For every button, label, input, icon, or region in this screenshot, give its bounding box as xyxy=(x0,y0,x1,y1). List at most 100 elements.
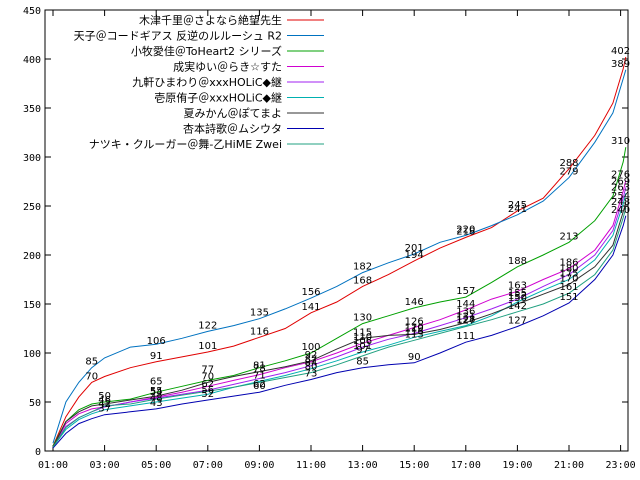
data-label: 180 xyxy=(559,264,578,275)
data-label: 101 xyxy=(198,341,217,352)
data-label: 142 xyxy=(508,301,527,312)
data-label: 100 xyxy=(301,342,320,353)
data-label: 106 xyxy=(353,336,372,347)
x-tick-label: 09:00 xyxy=(244,460,274,471)
data-label: 157 xyxy=(456,286,475,297)
data-label: 97 xyxy=(356,345,369,356)
series-line-3 xyxy=(52,147,627,447)
data-label: 254 xyxy=(611,191,630,202)
data-label: 71 xyxy=(253,370,266,381)
data-label: 194 xyxy=(405,250,424,261)
data-label: 78 xyxy=(253,364,266,375)
data-label: 156 xyxy=(301,287,320,298)
legend-label: 小牧愛佳＠ToHeart2 シリーズ xyxy=(131,44,282,58)
x-tick-label: 03:00 xyxy=(90,460,120,471)
data-label: 146 xyxy=(405,297,424,308)
data-label: 70 xyxy=(201,371,214,382)
series-line-4 xyxy=(52,180,627,448)
data-label: 119 xyxy=(405,323,424,334)
y-tick-label: 400 xyxy=(23,55,41,66)
data-label: 218 xyxy=(456,226,475,237)
x-tick-label: 01:00 xyxy=(38,460,68,471)
data-label: 110 xyxy=(353,332,372,343)
x-tick-label: 05:00 xyxy=(141,460,171,471)
data-label: 90 xyxy=(408,352,421,363)
data-label: 248 xyxy=(611,197,630,208)
series-lines xyxy=(52,56,627,449)
data-label: 276 xyxy=(611,170,630,181)
data-label: 81 xyxy=(253,361,266,372)
y-tick-label: 200 xyxy=(23,251,41,262)
data-label: 141 xyxy=(301,302,320,313)
data-label: 402 xyxy=(611,46,630,57)
data-label: 144 xyxy=(456,299,475,310)
y-tick-label: 50 xyxy=(29,398,41,409)
data-label: 128 xyxy=(456,315,475,326)
data-label: 46 xyxy=(98,395,111,406)
x-tick-label: 15:00 xyxy=(399,460,429,471)
y-tick-label: 450 xyxy=(23,6,41,17)
data-label: 136 xyxy=(456,307,475,318)
series-line-2 xyxy=(52,69,627,444)
data-label: 288 xyxy=(559,158,578,169)
series-line-9 xyxy=(52,207,627,448)
data-label: 126 xyxy=(405,317,424,328)
x-tick-label: 07:00 xyxy=(193,460,223,471)
data-label: 85 xyxy=(356,357,369,368)
y-tick-label: 150 xyxy=(23,300,41,311)
data-label: 70 xyxy=(85,371,98,382)
x-tick-label: 23:00 xyxy=(606,460,636,471)
series-line-1 xyxy=(52,56,627,447)
data-label: 62 xyxy=(201,379,214,390)
data-label: 310 xyxy=(611,136,630,147)
data-label: 150 xyxy=(508,293,527,304)
data-label: 116 xyxy=(405,326,424,337)
y-tick-label: 0 xyxy=(35,447,41,458)
data-label: 113 xyxy=(405,329,424,340)
data-label: 186 xyxy=(559,258,578,269)
data-label: 60 xyxy=(253,381,266,392)
data-label: 131 xyxy=(456,312,475,323)
data-label: 127 xyxy=(508,316,527,327)
x-tick-label: 19:00 xyxy=(502,460,532,471)
x-axis: 01:00 03:00 05:00 07:00 09:00 11:00 13:00 15:00… xyxy=(38,10,636,471)
x-tick-label: 13:00 xyxy=(348,460,378,471)
data-label: 240 xyxy=(611,205,630,216)
data-label: 43 xyxy=(150,398,163,409)
series-line-6 xyxy=(52,193,627,448)
data-label: 91 xyxy=(150,351,163,362)
data-label: 389 xyxy=(611,59,630,70)
legend-label: 杏本詩歌＠ムシウタ xyxy=(183,122,282,136)
data-label: 84 xyxy=(305,358,318,369)
data-label: 155 xyxy=(508,288,527,299)
data-label: 279 xyxy=(559,167,578,178)
data-label: 213 xyxy=(559,231,578,242)
series-line-7 xyxy=(52,201,627,448)
data-label: 52 xyxy=(201,389,214,400)
data-label: 87 xyxy=(305,355,318,366)
legend-label: 壱原侑子＠xxxHOLiC◆継 xyxy=(154,91,282,105)
data-label: 62 xyxy=(253,379,266,390)
data-label: 269 xyxy=(611,176,630,187)
data-labels: 70 91 101 116 141 168 194 218 245 288 402 85 106 122 1… xyxy=(85,46,630,415)
data-label: 175 xyxy=(559,269,578,280)
data-label: 245 xyxy=(508,200,527,211)
data-label: 127 xyxy=(456,316,475,327)
plot-frame xyxy=(44,9,629,452)
data-label: 77 xyxy=(201,365,214,376)
legend-label: 成実ゆい＠らき☆すた xyxy=(173,60,282,74)
data-label: 106 xyxy=(147,336,166,347)
data-label: 85 xyxy=(85,357,98,368)
data-label: 65 xyxy=(150,376,163,387)
data-label: 182 xyxy=(353,262,372,273)
y-tick-label: 300 xyxy=(23,153,41,164)
data-label: 163 xyxy=(508,280,527,291)
data-label: 73 xyxy=(305,368,318,379)
legend-label: 夏みかん＠ぽてまよ xyxy=(184,107,282,120)
data-label: 120 xyxy=(405,322,424,333)
data-label: 48 xyxy=(150,393,163,404)
data-label: 111 xyxy=(456,331,475,342)
data-label: 201 xyxy=(405,243,424,254)
